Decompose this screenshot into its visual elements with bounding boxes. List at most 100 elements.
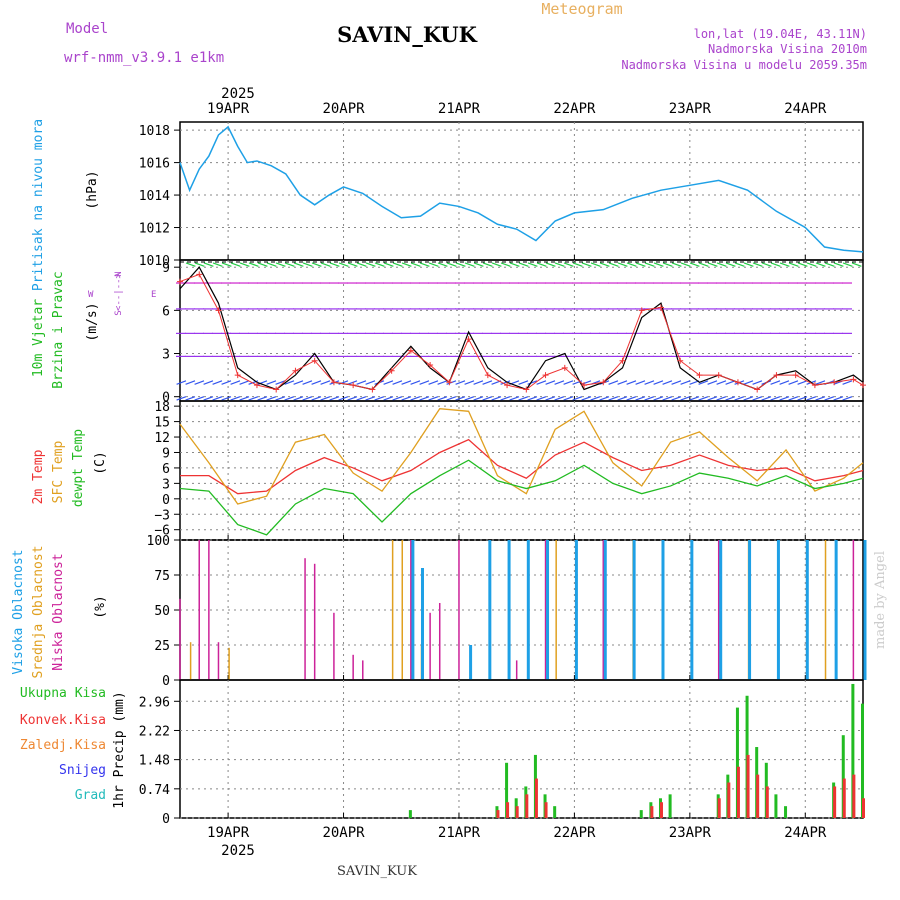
cloud-high-bar (632, 540, 636, 680)
wind-arrow (302, 380, 313, 385)
cloud-low-bar (352, 654, 354, 680)
wind-arrow (851, 262, 862, 267)
y-tick-label: 1018 (139, 124, 170, 139)
altitude-label: Nadmorska Visina 2010m (708, 42, 867, 56)
wind-arrow (734, 262, 745, 267)
wind-gust-marker (831, 379, 838, 386)
cloud-mid-bar (189, 642, 192, 680)
wind-arrow (626, 396, 637, 401)
model-name: wrf-nmm_v3.9.1 e1km (64, 50, 224, 66)
cloud-high-bar (420, 568, 424, 680)
cloud-mid-bar (401, 540, 404, 680)
cloud-low-bar (410, 540, 412, 680)
wind-arrow (212, 396, 223, 401)
wind-arrow (509, 262, 520, 267)
legend-hail: Grad (75, 788, 106, 803)
wind-arrow (221, 396, 232, 401)
wind-arrow (725, 380, 736, 385)
precip-total-bar (851, 683, 855, 818)
year-top: 2025 (221, 86, 255, 102)
wind-arrow (833, 262, 844, 267)
wind-title-2: Brzina i Pravac (51, 271, 66, 388)
wind-arrow (608, 380, 619, 385)
wind-arrow (383, 396, 394, 401)
wind-gust-marker (273, 386, 280, 393)
wind-gust-marker (446, 379, 453, 386)
precip-conv-bar (659, 802, 663, 818)
wind-arrow (320, 396, 331, 401)
wind-gust-marker (860, 382, 866, 389)
wind-arrow (761, 262, 772, 267)
wind-arrow (806, 262, 817, 267)
wind-gust-marker (177, 278, 183, 285)
wind-gust-marker (619, 357, 626, 364)
wind-arrow (266, 380, 277, 385)
y-tick-label: 100 (147, 534, 170, 549)
wind-arrow (257, 396, 268, 401)
wind-gust-marker (638, 307, 645, 314)
wind-gust-marker (504, 382, 511, 389)
wind-arrow (176, 380, 187, 385)
panel-frame-wind (179, 259, 864, 402)
wind-gust-marker (215, 307, 222, 314)
wind-arrow (203, 380, 214, 385)
wind-arrow (176, 396, 187, 401)
cloud-mid-bar (555, 540, 557, 680)
wind-arrow (554, 396, 565, 401)
wind-arrow (662, 262, 673, 267)
wind-arrow (635, 396, 646, 401)
wind-arrow (707, 380, 718, 385)
wind-arrow (563, 396, 574, 401)
wind-arrow (284, 380, 295, 385)
cloud-low-bar (544, 540, 547, 680)
wind-arrow (815, 396, 826, 401)
wind-arrow (599, 396, 610, 401)
precip-conv-bar (862, 798, 865, 818)
wind-arrow (338, 262, 349, 267)
wind-arrow (185, 380, 196, 385)
wind-arrow (230, 262, 241, 267)
wind-arrow (590, 262, 601, 267)
wind-arrow (743, 396, 754, 401)
wind-gust-marker (561, 364, 568, 371)
wind-arrow (770, 262, 781, 267)
wind-gust-marker (465, 336, 472, 343)
wind-arrow (698, 262, 709, 267)
wind-arrow (617, 262, 628, 267)
wind-gust-marker (234, 372, 241, 379)
wind-arrow (230, 396, 241, 401)
wind-gust-marker (253, 382, 260, 389)
wind-arrow (689, 396, 700, 401)
station-title: SAVIN_KUK (337, 22, 478, 47)
precip-title: 1hr Precip (mm) (112, 691, 127, 808)
x-tick-label-top: 24APR (784, 101, 827, 117)
wind-arrow (770, 380, 781, 385)
wind-arrow (455, 380, 466, 385)
wind-arrow (437, 262, 448, 267)
wind-arrow (257, 262, 268, 267)
cloud-title-3: Niska Oblacnost (51, 553, 66, 670)
cloud-high-bar (661, 540, 665, 680)
cloud-low-bar (179, 598, 181, 680)
dewpoint-line (179, 459, 864, 536)
cloud-high-bar (488, 540, 492, 680)
wind-arrow (590, 396, 601, 401)
wind-arrow (545, 396, 556, 401)
y-tick-label: 9 (162, 446, 170, 461)
wind-arrow (293, 396, 304, 401)
wind-gust-marker (773, 372, 780, 379)
precip-total-bar (774, 794, 778, 818)
wind-arrow (464, 396, 475, 401)
cloud-high-bar (411, 540, 415, 680)
y-tick-label: 18 (154, 400, 170, 415)
wind-arrow (689, 262, 700, 267)
wind-arrow (608, 262, 619, 267)
wind-arrow (770, 396, 781, 401)
y-tick-label: 0 (162, 812, 170, 827)
wind-arrow (419, 380, 430, 385)
wind-arrow (374, 396, 385, 401)
wind-gust-marker (292, 367, 299, 374)
wind-arrow (536, 380, 547, 385)
wind-arrow (698, 396, 709, 401)
